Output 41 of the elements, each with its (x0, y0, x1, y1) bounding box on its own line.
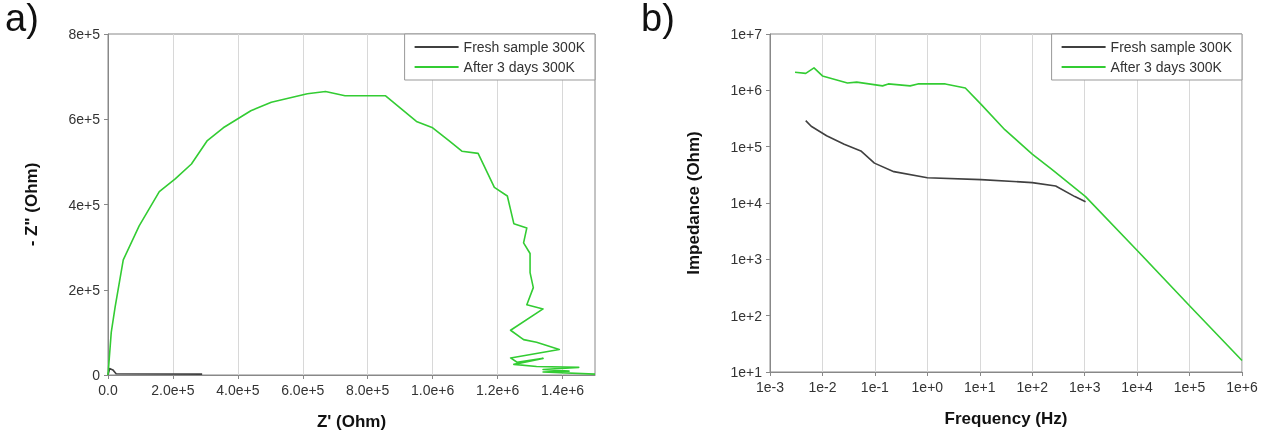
x-tick-label: 1e-3 (755, 379, 785, 395)
y-tick-label: 4e+5 (68, 196, 101, 213)
x-tick-label: 1.2e+6 (475, 382, 520, 398)
x-tick-label: 1e+1 (964, 379, 996, 395)
y-tick-label: 1e+1 (730, 364, 763, 380)
x-tick-label: 1e+4 (1121, 379, 1154, 395)
x-tick-label: 1.4e+6 (540, 382, 585, 398)
y-tick-label: 1e+3 (730, 251, 763, 268)
x-tick-label: 1e-1 (860, 379, 890, 395)
y-tick-label: 1e+2 (730, 307, 763, 324)
y-tick-label: 0 (92, 367, 101, 383)
x-tick-label: 8.0e+5 (346, 382, 390, 398)
x-axis-title: Z' (Ohm) (316, 412, 387, 431)
x-tick-label: 6.0e+5 (281, 382, 325, 398)
x-tick-label: 1e+3 (1068, 379, 1101, 395)
y-tick-label: 1e+5 (730, 138, 763, 155)
y-axis-title: Impedance (Ohm) (684, 131, 703, 275)
x-tick-label: 1e+2 (1016, 379, 1049, 395)
legend-label: Fresh sample 300K (463, 39, 586, 55)
chart-title: a) (5, 0, 39, 39)
x-tick-label: 1e-2 (808, 379, 837, 395)
y-tick-label: 6e+5 (68, 111, 101, 128)
x-tick-label: 1e+5 (1173, 379, 1206, 395)
line-series (107, 367, 203, 376)
x-axis-title: Frequency (Hz) (944, 409, 1068, 428)
y-tick-label: 1e+7 (730, 26, 763, 42)
y-tick-label: 8e+5 (68, 26, 101, 42)
x-tick-label: 1e+6 (1226, 379, 1258, 395)
legend-label: Fresh sample 300K (1110, 39, 1233, 55)
legend-label: After 3 days 300K (463, 59, 576, 75)
legend-label: After 3 days 300K (1110, 59, 1223, 75)
x-tick-label: 4.0e+5 (216, 382, 260, 398)
y-tick-label: 1e+6 (730, 82, 763, 99)
y-tick-label: 2e+5 (68, 281, 101, 298)
x-tick-label: 2.0e+5 (151, 382, 195, 398)
x-tick-label: 0.0 (98, 382, 118, 398)
y-tick-label: 1e+4 (730, 195, 763, 211)
chart-title: b) (641, 0, 675, 39)
x-tick-label: 1e+0 (911, 379, 944, 395)
y-axis-title: - Z" (Ohm) (22, 162, 41, 247)
x-tick-label: 1.0e+6 (411, 382, 455, 398)
